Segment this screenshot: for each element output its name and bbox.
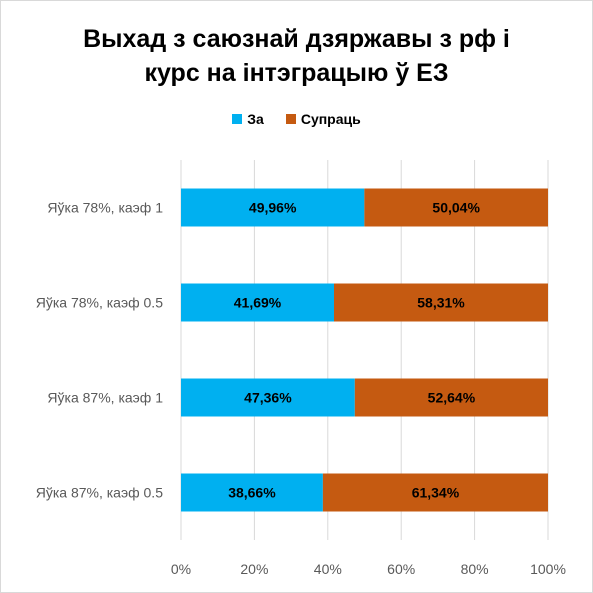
chart-title: Выхад з саюзнай дзяржавы з рф і курс на … xyxy=(0,22,593,90)
bar-supracz-1 xyxy=(334,283,548,322)
legend-label-za: За xyxy=(247,111,264,127)
legend-label-supracz: Супраць xyxy=(300,111,361,127)
category-label-2: Яўка 87%, каэф 1 xyxy=(47,390,163,406)
data-label-za-0: 49,96% xyxy=(249,200,297,216)
category-label-0: Яўка 78%, каэф 1 xyxy=(47,200,163,216)
legend-swatch-za xyxy=(232,114,243,124)
category-label-1: Яўка 78%, каэф 0.5 xyxy=(36,295,163,311)
data-label-supracz-2: 52,64% xyxy=(428,390,476,406)
x-tick-label-2: 40% xyxy=(314,561,342,577)
legend-item-supracz: Супраць xyxy=(285,111,361,127)
bar-za-3 xyxy=(181,473,323,512)
legend-swatch-supracz xyxy=(285,114,296,124)
data-label-za-3: 38,66% xyxy=(228,485,276,501)
bar-za-1 xyxy=(181,283,335,322)
x-tick-label-3: 60% xyxy=(387,561,415,577)
bar-za-0 xyxy=(181,188,365,227)
x-tick-label-1: 20% xyxy=(240,561,268,577)
data-label-za-2: 47,36% xyxy=(244,390,292,406)
chart-title-line-1: Выхад з саюзнай дзяржавы з рф і xyxy=(83,25,510,53)
data-label-supracz-0: 50,04% xyxy=(432,200,480,216)
data-label-supracz-3: 61,34% xyxy=(412,485,460,501)
data-label-supracz-1: 58,31% xyxy=(417,295,465,311)
x-tick-label-5: 100% xyxy=(530,561,566,577)
data-label-za-1: 41,69% xyxy=(234,295,282,311)
x-tick-label-0: 0% xyxy=(171,561,191,577)
bar-supracz-3 xyxy=(322,473,548,512)
category-label-3: Яўка 87%, каэф 0.5 xyxy=(36,485,163,501)
chart-legend: За Супраць xyxy=(0,111,593,127)
legend-item-za: За xyxy=(232,111,264,127)
bar-za-2 xyxy=(181,378,355,417)
x-tick-label-4: 80% xyxy=(461,561,489,577)
chart-title-line-2: курс на інтэграцыю ў ЕЗ xyxy=(144,59,449,87)
bar-supracz-0 xyxy=(364,188,548,227)
bar-supracz-2 xyxy=(354,378,548,417)
